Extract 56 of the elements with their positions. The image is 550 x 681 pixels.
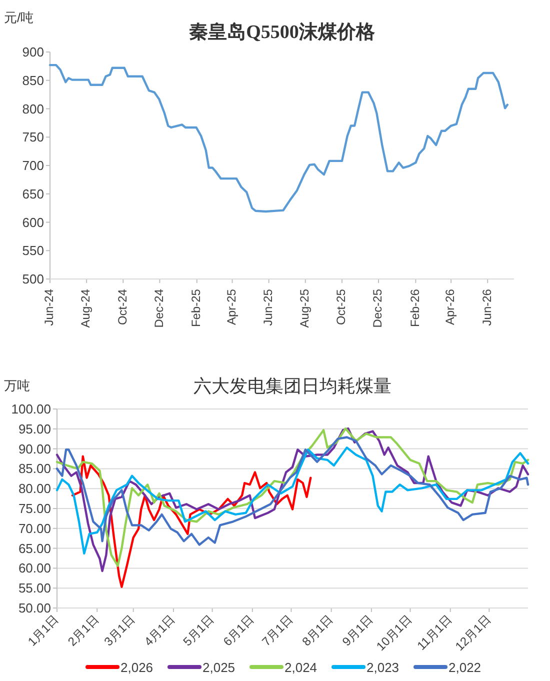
x-tick-label: Jun-26 [480, 288, 494, 326]
y-tick-label: 850 [22, 72, 44, 88]
x-tick-label: 12月1日 [452, 612, 494, 654]
y-tick-label: 95.00 [18, 421, 51, 436]
y-tick-label: 65.00 [18, 540, 51, 556]
legend-label: 2,024 [284, 660, 318, 675]
y-tick-label: 650 [22, 186, 44, 202]
x-tick-label: 2月1日 [65, 612, 102, 649]
x-tick-label: Apr-26 [443, 288, 458, 326]
y-tick-label: 60.00 [18, 560, 51, 576]
y-tick-label: 800 [22, 101, 44, 116]
y-tick-label: 750 [22, 130, 44, 145]
x-tick-label: 4月1日 [142, 612, 178, 649]
y-axis-title: 万吨 [4, 378, 30, 393]
x-tick-label: 9月1日 [339, 612, 376, 649]
x-tick-label: Apr-25 [224, 288, 238, 326]
x-tick-label: 5月1日 [180, 612, 217, 649]
legend-label: 2,025 [202, 660, 236, 675]
x-tick-label: Oct-25 [334, 288, 348, 326]
line-series [56, 446, 530, 555]
y-tick-label: 70.00 [18, 520, 51, 536]
chart-title: 六大发电集团日均耗煤量 [194, 376, 392, 396]
y-tick-label: 600 [22, 214, 44, 230]
x-tick-label: 7月1日 [259, 612, 296, 649]
line-series [48, 64, 509, 213]
x-tick-label: Jun-25 [260, 288, 275, 326]
x-tick-label: 11月1日 [414, 612, 455, 653]
y-tick-label: 550 [22, 243, 44, 258]
legend-label: 2,022 [448, 660, 482, 675]
x-tick-label: Dec-24 [152, 288, 166, 328]
line-series [71, 455, 312, 588]
chart-title: 秦皇岛Q5500沫煤价格 [189, 21, 376, 43]
line-series [56, 436, 530, 546]
x-tick-label: 8月1日 [299, 612, 336, 649]
x-tick-label: Feb-25 [189, 288, 204, 328]
x-tick-label: Oct-24 [115, 288, 130, 326]
y-tick-label: 55.00 [18, 580, 51, 596]
y-tick-label: 900 [22, 44, 44, 60]
x-tick-label: Aug-25 [298, 288, 312, 328]
y-tick-label: 85.00 [18, 461, 51, 476]
y-tick-label: 700 [22, 158, 44, 173]
y-tick-label: 75.00 [18, 501, 51, 516]
x-tick-label: Feb-26 [408, 288, 422, 328]
x-tick-label: 10月1日 [374, 612, 415, 654]
x-tick-label: 3月1日 [101, 612, 138, 649]
y-tick-label: 500 [22, 272, 44, 286]
y-tick-label: 90.00 [18, 441, 51, 456]
legend-label: 2,023 [366, 660, 400, 675]
y-axis-title: 元/吨 [4, 10, 34, 25]
y-tick-label: 80.00 [18, 481, 51, 496]
x-tick-label: 6月1日 [220, 612, 257, 649]
y-tick-label: 100.00 [11, 402, 51, 416]
x-tick-label: Jun-24 [42, 288, 56, 326]
legend-label: 2,026 [120, 660, 154, 675]
x-tick-label: Dec-25 [370, 288, 385, 328]
x-tick-label: Aug-24 [78, 288, 93, 328]
